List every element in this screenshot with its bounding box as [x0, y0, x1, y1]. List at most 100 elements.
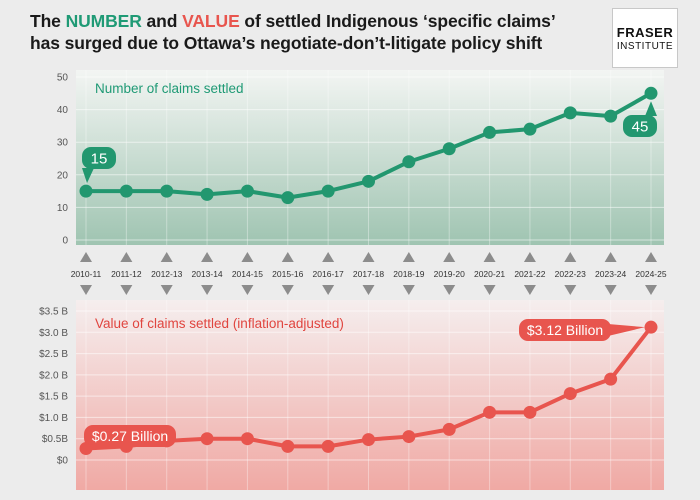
down-arrow: [120, 285, 133, 295]
title-line-1: The NUMBER and VALUE of settled Indigeno…: [30, 11, 556, 31]
bottom-first-callout: $0.27 Billion: [84, 425, 176, 447]
fraser-institute-logo: FRASER INSTITUTE: [612, 8, 678, 68]
bottom-data-point: [362, 433, 375, 447]
down-arrow: [160, 285, 173, 295]
x-tick-label: 2018-19: [393, 269, 424, 279]
bottom-y-tick-label: $2.0 B: [39, 370, 68, 381]
up-arrow: [362, 252, 375, 262]
top-y-tick-label: 20: [57, 170, 69, 181]
x-tick-label: 2014-15: [232, 269, 263, 279]
x-tick-label: 2021-22: [514, 269, 545, 279]
top-data-point: [362, 174, 375, 188]
top-y-tick-label: 10: [57, 203, 69, 214]
top-data-point: [483, 125, 497, 139]
top-data-point: [79, 184, 93, 198]
title-value-highlight: VALUE: [182, 11, 240, 31]
up-arrow: [443, 252, 456, 262]
x-tick-label: 2013-14: [191, 269, 222, 279]
top-data-point: [160, 184, 174, 198]
top-y-tick-label: 40: [57, 105, 69, 116]
up-arrow: [160, 252, 173, 262]
bottom-series-label: Value of claims settled (inflation-adjus…: [95, 316, 344, 331]
bottom-data-point: [604, 372, 618, 386]
x-tick-label: 2010-11: [71, 269, 102, 279]
up-arrow: [80, 252, 92, 262]
bottom-data-point: [563, 387, 577, 401]
top-data-point: [523, 122, 537, 136]
top-series-label: Number of claims settled: [95, 81, 244, 96]
x-tick-label: 2012-13: [151, 269, 182, 279]
bottom-data-point: [523, 405, 537, 419]
bottom-data-point: [200, 432, 214, 446]
down-arrow: [241, 285, 254, 295]
top-last-callout-text: 45: [632, 118, 649, 135]
x-tick-label: 2022-23: [555, 269, 586, 279]
top-y-tick-label: 50: [57, 73, 69, 84]
bottom-data-point: [240, 432, 254, 446]
up-arrow: [402, 252, 415, 262]
down-arrow: [322, 285, 335, 295]
top-data-point: [281, 191, 295, 205]
top-last-callout: 45: [623, 101, 657, 137]
bottom-data-point: [644, 320, 658, 334]
up-arrow: [281, 252, 294, 262]
chart-title: The NUMBER and VALUE of settled Indigeno…: [30, 10, 600, 54]
bottom-y-tick-label: $1.5 B: [39, 392, 68, 403]
top-data-point: [119, 184, 133, 198]
top-data-point: [200, 187, 214, 201]
down-arrow: [443, 285, 456, 295]
bottom-data-point: [483, 405, 497, 419]
down-arrow: [523, 285, 536, 295]
bottom-last-callout-text: $3.12 Billion: [527, 322, 603, 338]
top-first-callout-text: 15: [91, 150, 108, 167]
bottom-last-callout: $3.12 Billion: [519, 319, 645, 341]
bottom-y-tick-label: $3.5 B: [39, 307, 68, 318]
up-arrow: [241, 252, 254, 262]
x-tick-label: 2011-12: [111, 269, 142, 279]
top-first-callout-bubble: [82, 147, 116, 169]
top-y-tick-label: 30: [57, 138, 69, 149]
x-tick-label: 2016-17: [313, 269, 344, 279]
bottom-first-callout-pointer: [84, 442, 96, 446]
top-last-callout-bubble: [623, 115, 657, 137]
up-arrow: [322, 252, 335, 262]
down-arrow: [604, 285, 617, 295]
down-arrow: [483, 285, 496, 295]
top-data-point: [644, 86, 658, 100]
down-arrow: [281, 285, 294, 295]
down-arrow: [645, 285, 657, 295]
bottom-y-tick-label: $0.5B: [42, 434, 68, 445]
bottom-first-callout-bubble: [84, 425, 176, 447]
top-data-point: [240, 184, 254, 198]
x-tick-label: 2020-21: [474, 269, 505, 279]
bottom-last-callout-bubble: [519, 319, 611, 341]
down-arrow: [362, 285, 375, 295]
bottom-data-point: [321, 439, 335, 453]
up-arrow: [604, 252, 617, 262]
top-first-callout-pointer: [82, 168, 94, 184]
down-arrow: [80, 285, 92, 295]
up-arrow: [201, 252, 214, 262]
x-tick-label: 2015-16: [272, 269, 303, 279]
up-arrow: [120, 252, 133, 262]
down-arrow: [201, 285, 214, 295]
up-arrow: [564, 252, 577, 262]
top-data-point: [604, 109, 618, 123]
top-data-point: [442, 142, 456, 156]
x-tick-label: 2024-25: [635, 269, 666, 279]
bottom-y-tick-label: $2.5 B: [39, 349, 68, 360]
bottom-y-tick-label: $0: [57, 456, 69, 467]
top-y-tick-label: 0: [62, 236, 68, 247]
down-arrow: [402, 285, 415, 295]
x-tick-label: 2019-20: [434, 269, 465, 279]
bottom-first-callout-text: $0.27 Billion: [92, 428, 168, 444]
x-tick-label: 2017-18: [353, 269, 384, 279]
top-data-point: [402, 155, 416, 169]
down-arrow: [564, 285, 577, 295]
bottom-data-point: [402, 430, 416, 444]
bottom-y-tick-label: $1.0 B: [39, 413, 68, 424]
bottom-last-callout-pointer: [608, 324, 645, 336]
title-number-highlight: NUMBER: [65, 11, 142, 31]
bottom-data-point: [281, 439, 295, 453]
